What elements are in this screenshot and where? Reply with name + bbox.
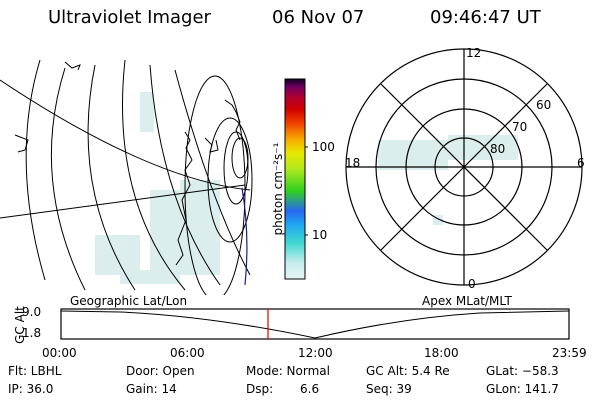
terminator-line — [241, 187, 248, 286]
x-tick-2359: 23:59 — [552, 346, 587, 360]
polar-label-12: 12 — [466, 46, 482, 60]
geographic-map — [0, 59, 253, 295]
colorbar-unit-label: photon cm⁻²s⁻¹ — [271, 142, 285, 236]
date-label: 06 Nov 07 — [272, 7, 365, 28]
polar-label-70: 70 — [512, 120, 528, 134]
timeline-left-label: Geographic Lat/Lon — [70, 294, 188, 308]
altitude-curve — [60, 310, 570, 339]
x-tick-0000: 00:00 — [42, 346, 77, 360]
instrument-title: Ultraviolet Imager — [48, 7, 211, 28]
status-door: Door: Open — [126, 364, 195, 378]
status-ip: IP: 36.0 — [8, 382, 54, 396]
status-mode: Mode: Normal — [246, 364, 330, 378]
status-glon: GLon: 141.7 — [486, 382, 559, 396]
status-dsp-label: Dsp: — [246, 382, 274, 396]
timeline-right-label: Apex MLat/MLT — [422, 294, 512, 308]
status-dsp-value: 6.6 — [300, 382, 320, 396]
x-tick-1800: 18:00 — [424, 346, 459, 360]
polar-label-6: 6 — [577, 156, 585, 170]
y-tick-1-8: 1.8 — [22, 326, 42, 340]
lat-lon-grid — [0, 59, 253, 295]
mlt-line-diag2 — [380, 83, 548, 251]
polar-label-80: 80 — [490, 142, 506, 156]
polar-label-0: 0 — [468, 277, 476, 291]
status-flt: Flt: LBHL — [8, 364, 62, 378]
color-scale-bar — [284, 78, 308, 280]
polar-mlt-plot — [345, 48, 583, 286]
status-seq: Seq: 39 — [366, 382, 412, 396]
status-gc-alt: GC Alt: 5.4 Re — [366, 364, 450, 378]
status-glat: GLat: −58.3 — [486, 364, 559, 378]
x-tick-0600: 06:00 — [170, 346, 205, 360]
colorbar-tick-100: 100 — [312, 140, 335, 154]
status-gain: Gain: 14 — [126, 382, 177, 396]
polar-label-18: 18 — [345, 156, 361, 170]
colorbar-tick-10: 10 — [312, 228, 328, 242]
orbit-altitude-plot — [60, 308, 570, 340]
y-tick-9: 9.0 — [22, 305, 42, 319]
x-tick-1200: 12:00 — [298, 346, 333, 360]
polar-label-60: 60 — [536, 98, 552, 112]
time-label: 09:46:47 UT — [430, 7, 541, 28]
coastline — [14, 61, 241, 266]
